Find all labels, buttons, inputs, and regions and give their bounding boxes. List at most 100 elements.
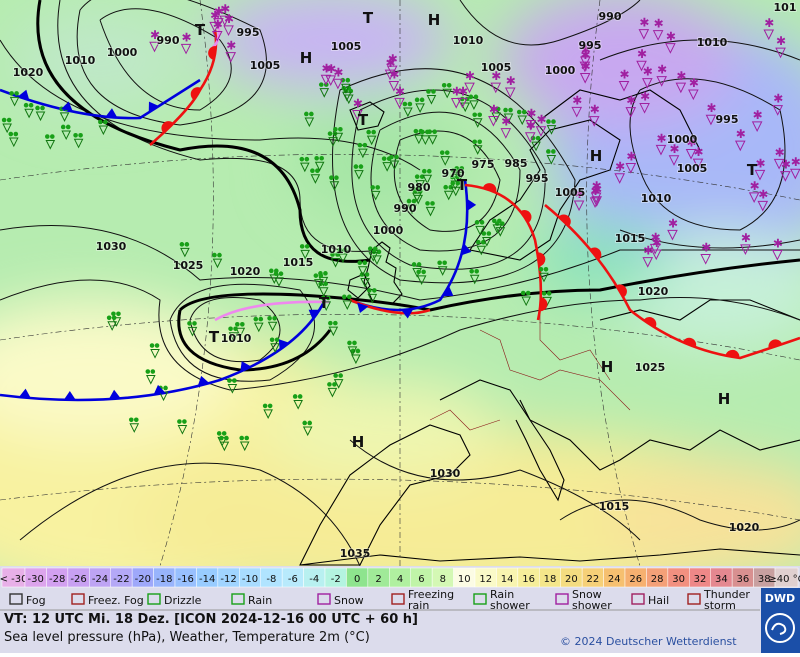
rain-dot: [253, 316, 259, 322]
snow-star: ✱: [741, 231, 751, 245]
pressure-label: 1010: [697, 36, 728, 49]
rain-dot: [182, 419, 187, 424]
rain-dot: [177, 419, 182, 424]
snow-triangle: [209, 21, 220, 33]
rain-dot: [224, 435, 229, 441]
scale-label: 34: [715, 574, 728, 585]
snow-triangle: [772, 250, 783, 261]
shower-triangle: [321, 301, 332, 312]
rain-dot: [372, 288, 377, 293]
rain-dot: [546, 149, 551, 154]
rain-dot: [44, 134, 50, 139]
rain-dot: [8, 131, 14, 137]
rain-dot: [323, 271, 328, 276]
shower-triangle: [8, 137, 19, 148]
rain-dot: [469, 269, 474, 274]
rain-dot: [65, 124, 71, 130]
pressure-label: 970: [442, 167, 465, 180]
shower-triangle: [35, 111, 46, 122]
rain-dot: [145, 369, 151, 374]
shower-triangle: [150, 349, 160, 359]
snow-triangle: [665, 43, 676, 54]
rain-dot: [274, 337, 280, 343]
snow-star: ✱: [651, 230, 661, 244]
shower-triangle: [425, 206, 436, 217]
snow-triangle: [149, 41, 160, 53]
weather-legend: Fog Freez. Fog Drizzle Rain Snow Freezingrain…: [9, 588, 750, 612]
rain-dot: [154, 343, 160, 348]
scale-label: -24: [92, 574, 108, 585]
rain-dot: [372, 246, 378, 251]
rain-dot: [233, 326, 238, 332]
pressure-label: 980: [408, 181, 431, 194]
pressure-label: 1005: [331, 40, 362, 53]
snow-star: ✱: [572, 93, 582, 107]
scale-label: 38: [758, 574, 771, 585]
scale-label: 8: [440, 574, 446, 585]
shower-triangle: [270, 343, 280, 353]
snow-triangle: [688, 89, 699, 101]
snow-star: ✱: [689, 76, 699, 90]
rain-dot: [267, 403, 273, 409]
front-triangle: [63, 390, 76, 400]
rain-dot: [543, 266, 549, 272]
rain-dot: [304, 156, 310, 162]
pressure-label: 995: [716, 113, 739, 126]
shower-triangle: [482, 236, 492, 247]
snow-triangle: [211, 31, 223, 42]
front-semicircle: [190, 87, 202, 101]
front-triangle: [461, 243, 472, 256]
snow-triangle: [734, 140, 746, 152]
rain-dot: [217, 252, 222, 258]
shower-triangle: [9, 96, 20, 107]
snow-star: ✱: [781, 158, 791, 172]
snow-triangle: [638, 29, 650, 40]
shower-triangle: [212, 258, 223, 269]
shower-triangle: [357, 266, 368, 276]
pressure-center: T: [457, 176, 468, 194]
rain-dot: [353, 164, 359, 169]
rain-dot: [381, 156, 387, 161]
snow-star: ✱: [776, 34, 786, 48]
snow-triangle: [384, 69, 396, 81]
front-triangle: [17, 89, 30, 101]
snow-triangle: [700, 254, 712, 265]
front-symbol: [558, 214, 571, 227]
legend-icon: [9, 593, 23, 605]
rain-dot: [414, 174, 420, 179]
rain-dot: [521, 109, 527, 115]
shower-triangle: [427, 135, 438, 145]
snow-triangle: [579, 61, 591, 73]
front-symbol: [442, 285, 454, 297]
shower-triangle: [347, 346, 358, 357]
rain-dot: [474, 220, 480, 225]
snow-triangle: [649, 243, 661, 255]
pressure-center: H: [428, 11, 441, 29]
snow-triangle: [524, 132, 536, 143]
rain-dot: [449, 174, 455, 180]
rain-dot: [425, 129, 430, 135]
copyright: © 2024 Deutscher Wetterdienst: [560, 635, 737, 648]
rain-dot: [342, 247, 348, 253]
shower-triangle: [492, 224, 503, 234]
front-semicircle: [590, 247, 602, 260]
scale-label: 30: [672, 574, 685, 585]
shower-triangle: [333, 132, 344, 143]
rain-dot: [334, 175, 339, 181]
snow-star: ✱: [637, 47, 647, 61]
rain-dot: [299, 244, 305, 249]
shower-triangle: [389, 160, 400, 171]
snow-star: ✱: [224, 12, 234, 26]
rain-dot: [333, 126, 338, 132]
rain-dot: [227, 378, 232, 383]
shower-triangle: [300, 162, 310, 173]
pressure-label: 1010: [65, 54, 96, 67]
snow-star: ✱: [591, 184, 601, 198]
pressure-label: 995: [526, 172, 549, 185]
legend-label: Freez. Fog: [88, 594, 144, 607]
snow-star: ✱: [643, 65, 653, 79]
rain-dot: [335, 252, 340, 257]
rain-dot: [314, 155, 319, 161]
rain-dot: [297, 394, 303, 399]
shower-triangle: [314, 161, 325, 172]
